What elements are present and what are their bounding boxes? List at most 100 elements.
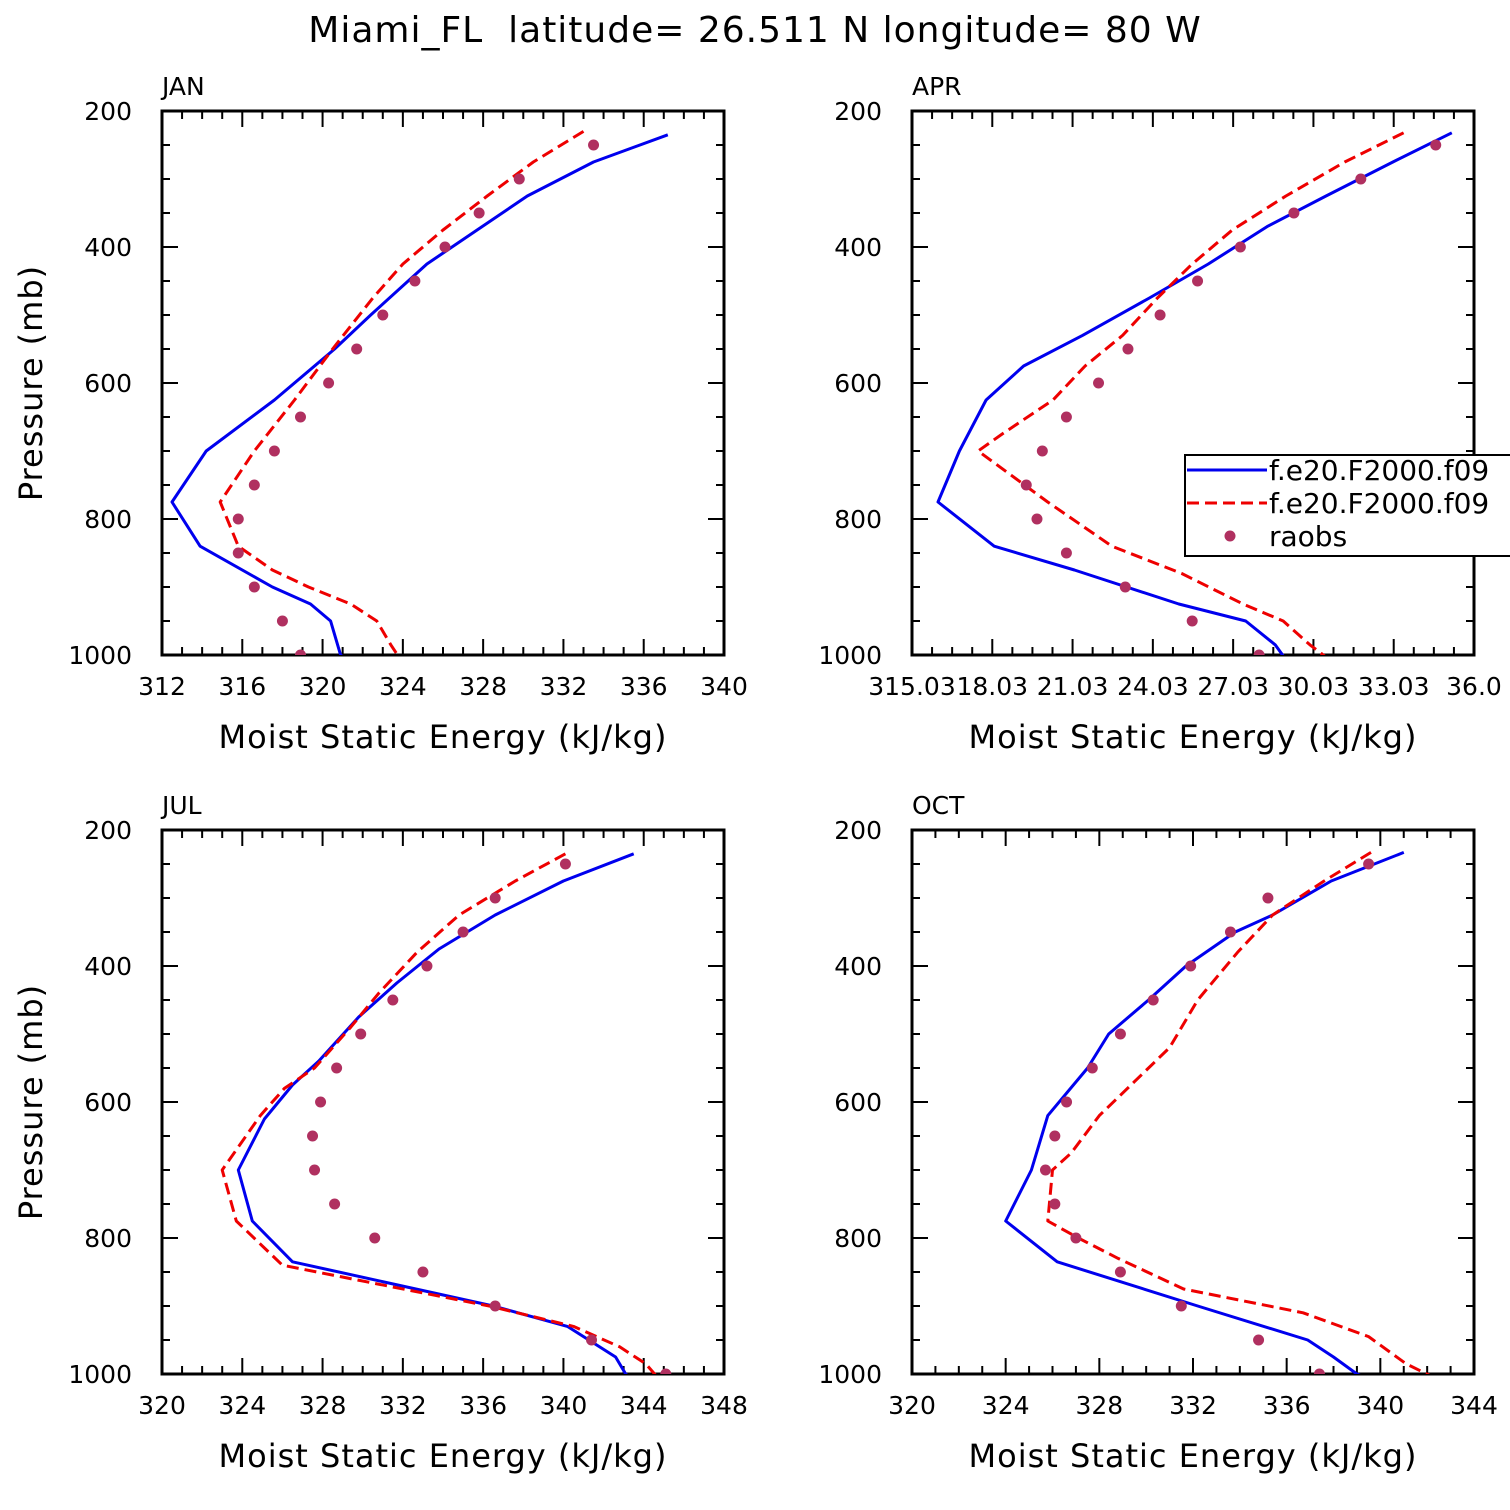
x-tick-label: 328 — [1075, 1391, 1123, 1420]
raobs-point — [1147, 994, 1159, 1006]
y-tick-label: 200 — [84, 816, 132, 845]
y-tick-label: 1000 — [68, 1360, 132, 1389]
raobs-point — [1049, 1198, 1061, 1210]
x-tick-label: 320 — [888, 1391, 936, 1420]
y-tick-label: 400 — [84, 233, 132, 262]
raobs-point — [276, 615, 288, 627]
panel-label-jan: JAN — [160, 72, 205, 101]
raobs-point — [355, 1028, 367, 1040]
x-tick-label: 320 — [299, 672, 347, 701]
panel-apr: APR 315.03 18.03 21.03 24.03 27.03 30.03 33.03 3… — [818, 72, 1501, 756]
raobs-point — [1031, 513, 1043, 525]
raobs-point — [1262, 892, 1274, 904]
raobs-point — [1355, 173, 1367, 185]
raobs-point — [294, 649, 306, 655]
x-tick-label: 21.03 — [1037, 672, 1109, 701]
x-tick-label: 320 — [138, 1391, 186, 1420]
raobs-point — [1313, 1368, 1325, 1374]
x-axis-label: Moist Static Energy (kJ/kg) — [969, 1437, 1418, 1475]
y-axis-label: Pressure (mb) — [12, 265, 50, 501]
raobs-point — [1020, 479, 1032, 491]
y-tick-label: 600 — [84, 369, 132, 398]
y-tick-label: 1000 — [818, 641, 882, 670]
legend-entry: f.e20.F2000.f09 — [1269, 487, 1489, 520]
raobs-point — [1060, 411, 1072, 423]
series-line-dashed — [220, 852, 657, 1374]
panel-jul: JUL 320 324 328 332 336 340 344 348 200 400 600 800 1… — [12, 791, 748, 1475]
x-tick-label: 315.03 — [868, 672, 955, 701]
x-tick-label: 348 — [700, 1391, 748, 1420]
raobs-point — [489, 892, 501, 904]
x-tick-label: 33.03 — [1358, 672, 1430, 701]
x-tick-label: 344 — [620, 1391, 668, 1420]
x-tick-label: 340 — [700, 672, 748, 701]
x-tick-label: 340 — [1356, 1391, 1404, 1420]
raobs-point — [1039, 1164, 1051, 1176]
x-tick-label: 18.03 — [956, 672, 1028, 701]
raobs-point — [489, 1300, 501, 1312]
x-tick-label: 24.03 — [1117, 672, 1189, 701]
y-tick-label: 800 — [834, 505, 882, 534]
raobs-point — [473, 207, 485, 219]
y-tick-label: 400 — [834, 233, 882, 262]
y-tick-label: 800 — [84, 1224, 132, 1253]
x-tick-label: 324 — [379, 672, 427, 701]
raobs-point — [1061, 1096, 1073, 1108]
x-tick-label: 312 — [138, 672, 186, 701]
raobs-point — [1114, 1266, 1126, 1278]
raobs-point — [351, 343, 363, 355]
x-axis-label: Moist Static Energy (kJ/kg) — [219, 1437, 668, 1475]
y-tick-label: 600 — [84, 1088, 132, 1117]
raobs-point — [586, 1334, 598, 1346]
series-line-dashed — [976, 131, 1405, 655]
x-tick-label: 332 — [1169, 1391, 1217, 1420]
series-line-dashed — [218, 130, 585, 655]
plot-frame — [910, 109, 1476, 657]
raobs-point — [1234, 241, 1246, 253]
x-tick-label: 332 — [379, 1391, 427, 1420]
raobs-point — [660, 1368, 672, 1374]
raobs-point — [377, 309, 389, 321]
series-line-dashed — [1046, 851, 1431, 1374]
raobs-point — [417, 1266, 429, 1278]
x-tick-label: 340 — [540, 1391, 588, 1420]
y-tick-label: 800 — [84, 505, 132, 534]
x-axis-label: Moist Static Energy (kJ/kg) — [219, 718, 668, 756]
raobs-point — [369, 1232, 381, 1244]
raobs-point — [1036, 445, 1048, 457]
raobs-point — [1119, 581, 1131, 593]
raobs-point — [331, 1062, 343, 1074]
raobs-point — [268, 445, 280, 457]
series-group — [220, 852, 672, 1374]
legend-entry: raobs — [1269, 520, 1347, 553]
raobs-point — [1060, 547, 1072, 559]
series-group — [1004, 851, 1431, 1374]
series-group — [936, 131, 1453, 655]
x-tick-label: 332 — [540, 672, 588, 701]
panel-jan: JAN 312 316 320 324 328 332 336 340 200 400 600 800 1… — [12, 72, 748, 756]
panel-oct: OCT 320 324 328 332 336 340 344 200 400 600 800 1000… — [818, 791, 1497, 1475]
raobs-point — [1253, 649, 1265, 655]
x-tick-label: 30.03 — [1278, 672, 1350, 701]
raobs-point — [329, 1198, 341, 1210]
series-line-solid — [170, 133, 669, 655]
raobs-point — [232, 513, 244, 525]
raobs-point — [1192, 275, 1204, 287]
x-tick-label: 328 — [299, 1391, 347, 1420]
raobs-point — [1185, 960, 1197, 972]
main-title: Miami_FL latitude= 26.511 N longitude= 8… — [308, 10, 1202, 51]
y-axis-label: Pressure (mb) — [12, 984, 50, 1220]
y-tick-label: 400 — [84, 952, 132, 981]
y-tick-label: 1000 — [68, 641, 132, 670]
raobs-point — [1253, 1334, 1265, 1346]
raobs-point — [457, 926, 469, 938]
raobs-point — [513, 173, 525, 185]
raobs-point — [1049, 1130, 1061, 1142]
y-tick-label: 800 — [834, 1224, 882, 1253]
panel-label-apr: APR — [912, 72, 962, 101]
panel-label-jul: JUL — [160, 791, 202, 820]
raobs-point — [232, 547, 244, 559]
x-tick-label: 336 — [620, 672, 668, 701]
